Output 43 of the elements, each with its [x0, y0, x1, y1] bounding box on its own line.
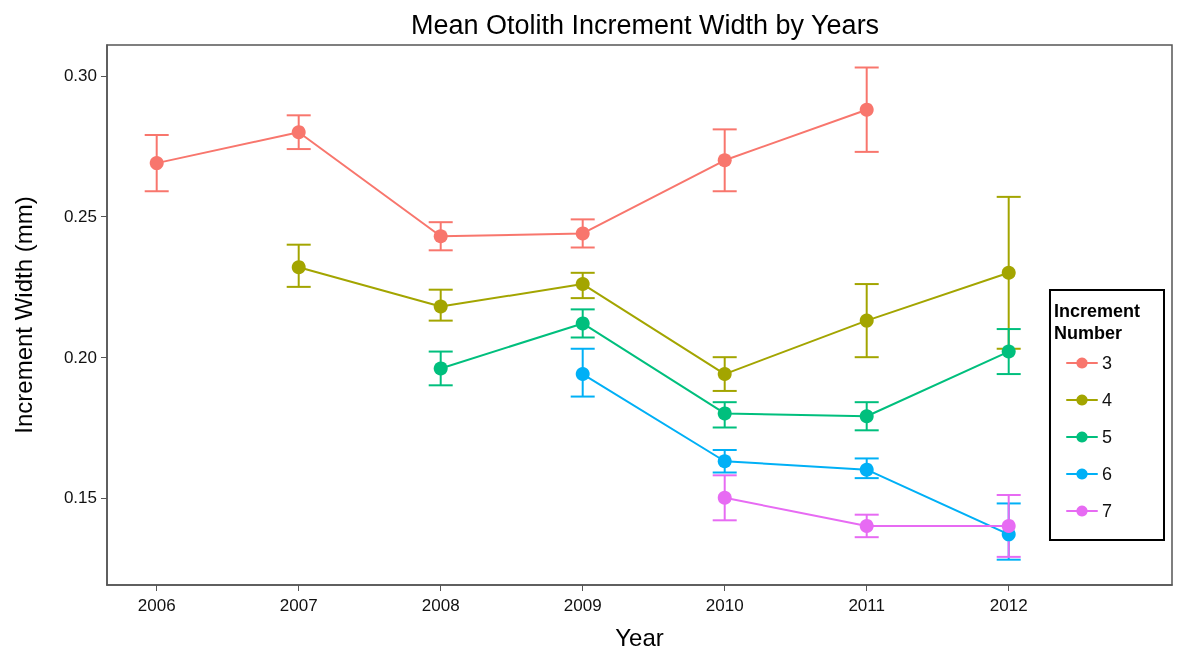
point [291, 260, 306, 275]
point [859, 102, 874, 117]
point [433, 299, 448, 314]
point [1001, 265, 1016, 280]
x-tick-label: 2008 [421, 596, 460, 615]
point [717, 454, 732, 469]
point [433, 229, 448, 244]
x-axis-title: Year [615, 623, 664, 651]
point [859, 518, 874, 533]
point [575, 316, 590, 331]
point [433, 361, 448, 376]
x-tick-label: 2007 [279, 596, 318, 615]
x-tick-label: 2012 [989, 596, 1028, 615]
point [149, 156, 164, 171]
point [717, 367, 732, 382]
point [859, 409, 874, 424]
point [717, 490, 732, 505]
point [291, 125, 306, 140]
point [859, 462, 874, 477]
x-tick-label: 2009 [563, 596, 602, 615]
x-tick-label: 2011 [848, 596, 885, 615]
y-tick-label: 0.15 [63, 488, 97, 508]
x-tick-label: 2006 [137, 596, 176, 615]
point [575, 226, 590, 241]
legend-title: Increment Number [1053, 301, 1141, 343]
point [1001, 518, 1016, 533]
y-tick-label: 0.25 [63, 207, 97, 227]
point [717, 153, 732, 168]
point [1001, 344, 1016, 359]
legend-label: 6 [1101, 464, 1112, 484]
point [575, 367, 590, 382]
legend-label: 7 [1101, 501, 1112, 521]
y-tick-label: 0.20 [63, 347, 97, 367]
point [575, 277, 590, 292]
y-tick-label: 0.30 [63, 66, 97, 86]
point [859, 313, 874, 328]
legend-label: 5 [1101, 427, 1112, 447]
legend-label: 4 [1101, 390, 1112, 410]
legend-label: 3 [1101, 353, 1112, 373]
chart-title: Mean Otolith Increment Width by Years [410, 9, 880, 40]
y-axis-title: Increment Width (mm) [9, 196, 37, 434]
x-tick-label: 2010 [705, 596, 744, 615]
point [717, 406, 732, 421]
